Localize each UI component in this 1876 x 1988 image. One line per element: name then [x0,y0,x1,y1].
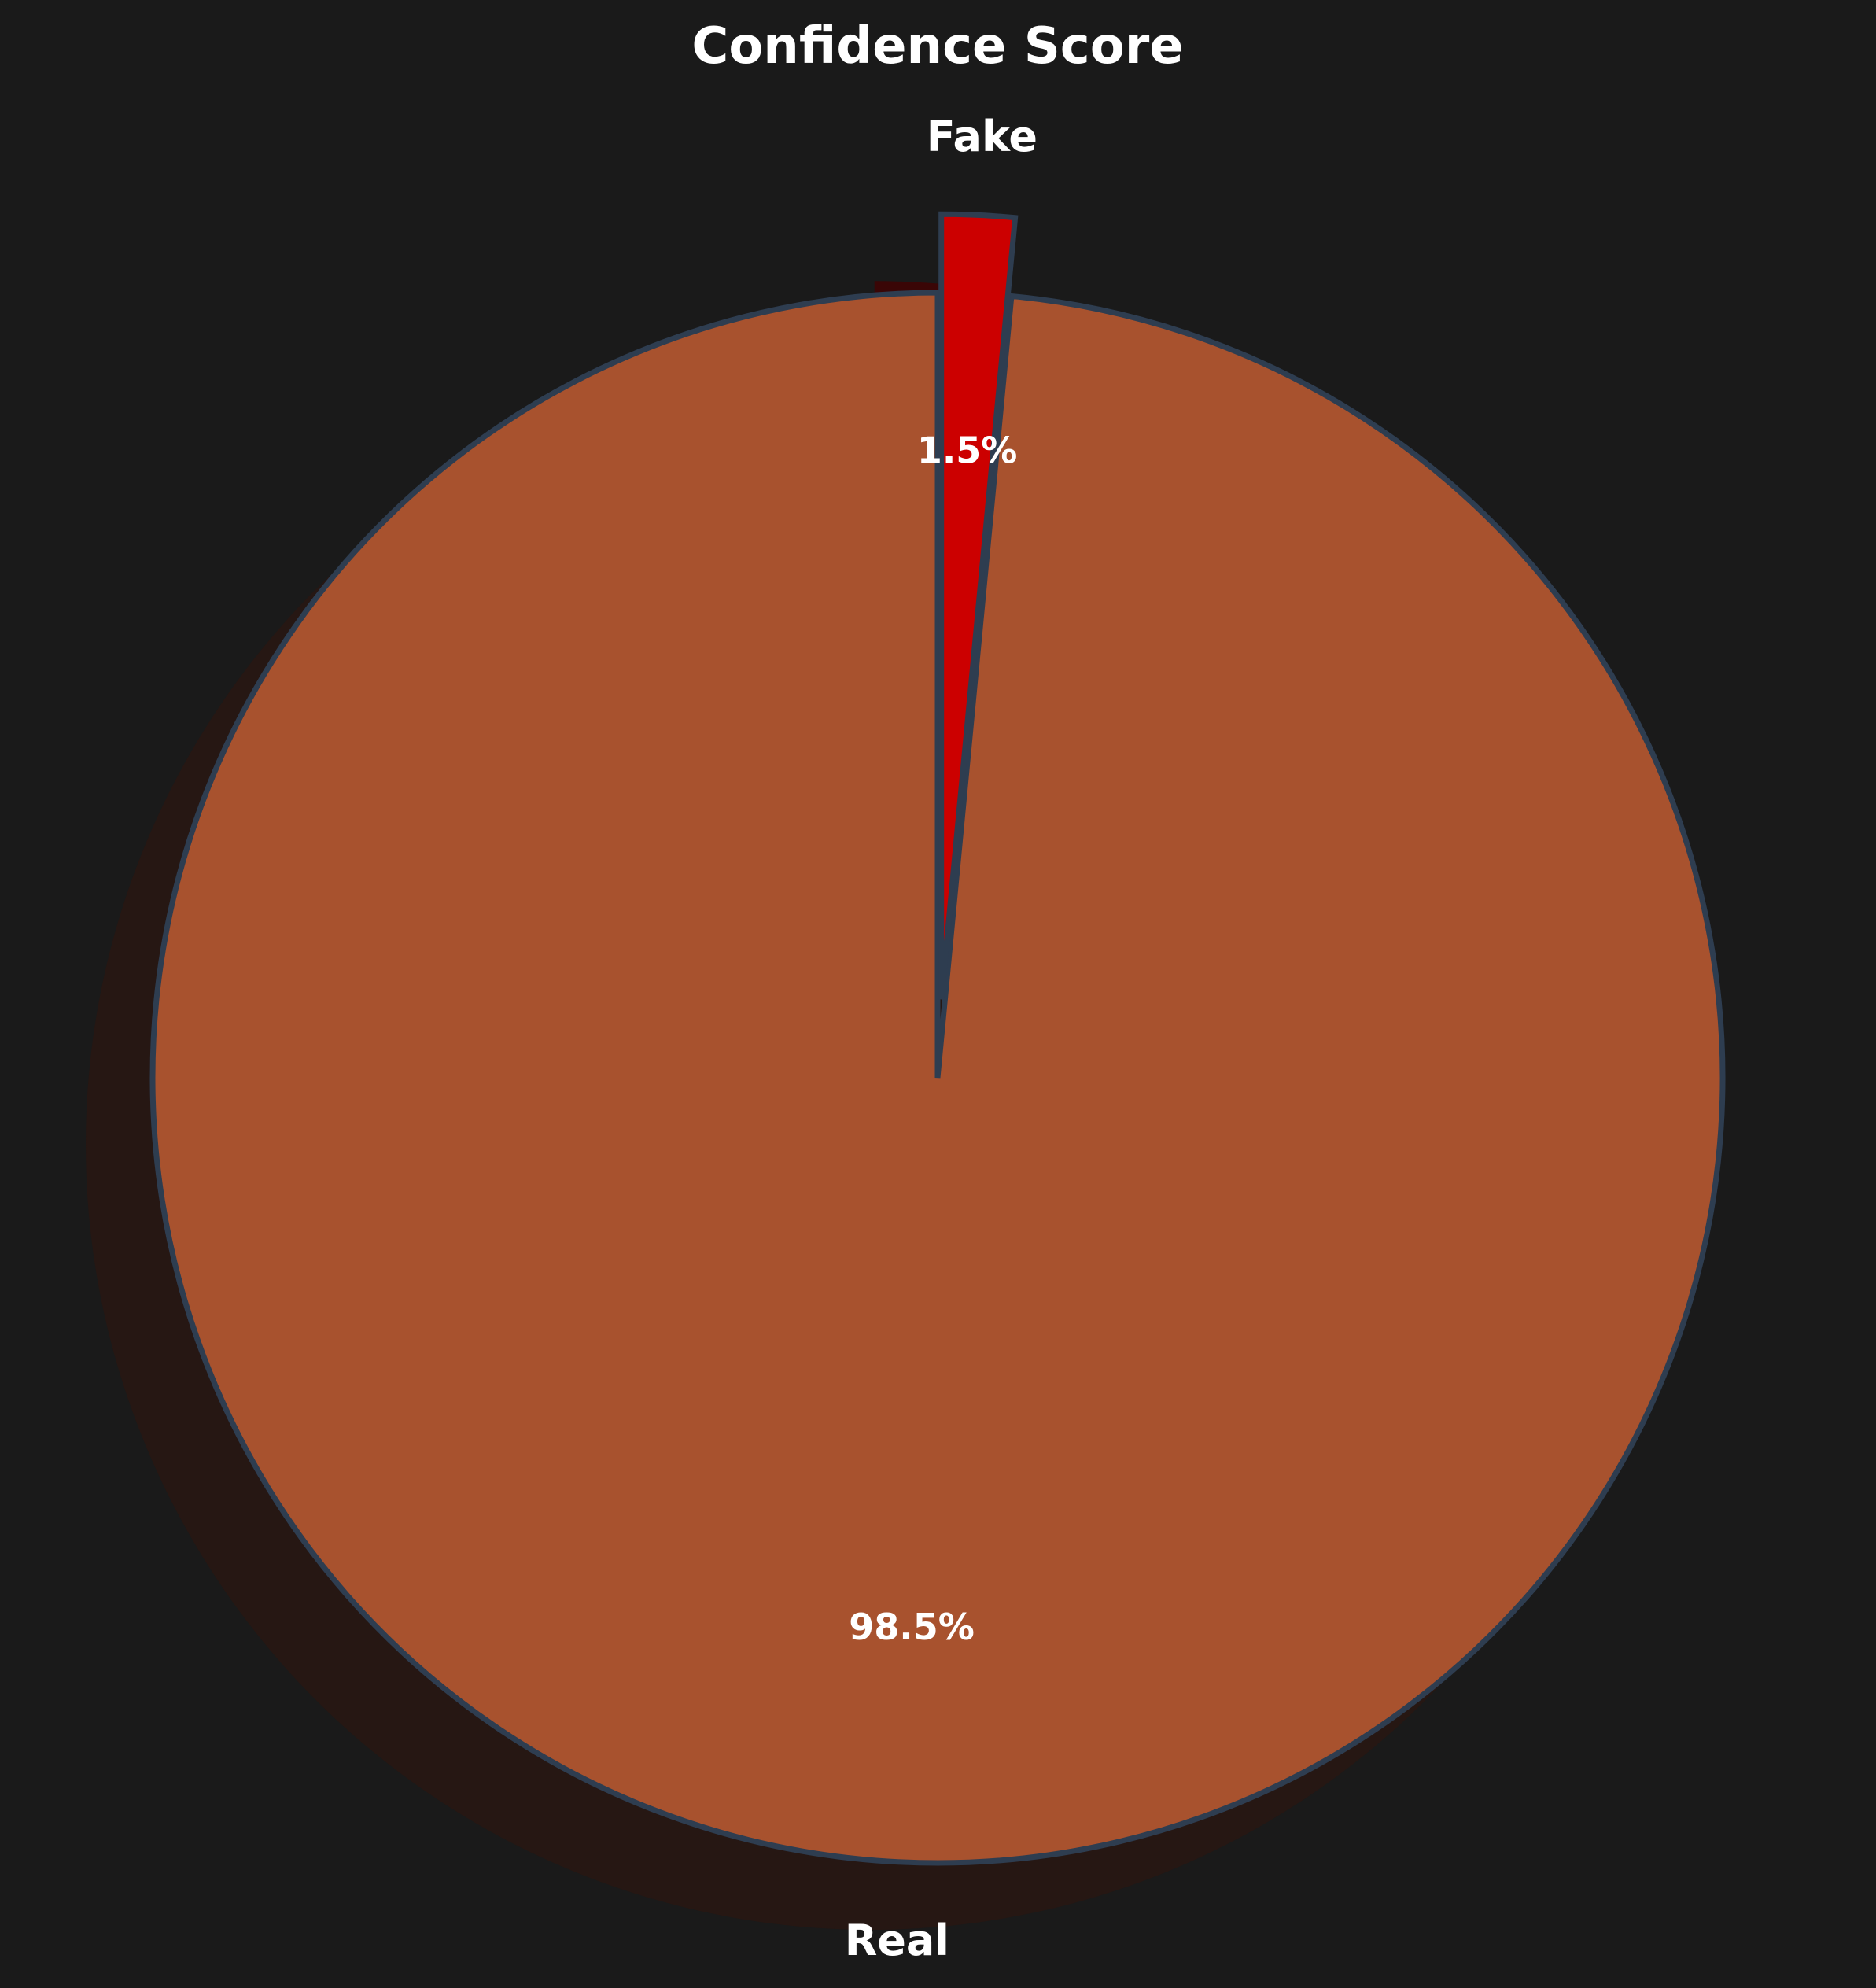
pie-slices [149,211,1726,1866]
pie-slice-real [149,290,1726,1866]
pie-labels: Fake 1.5% Real 98.5% [845,112,1038,1965]
chart-title: Confidence Score [691,17,1183,76]
category-label-real: Real [845,1916,949,1965]
percent-label-fake: 1.5% [917,429,1018,471]
category-label-fake: Fake [927,112,1038,161]
percent-label-real: 98.5% [849,1606,975,1648]
pie-slice-fake [938,211,1019,1000]
